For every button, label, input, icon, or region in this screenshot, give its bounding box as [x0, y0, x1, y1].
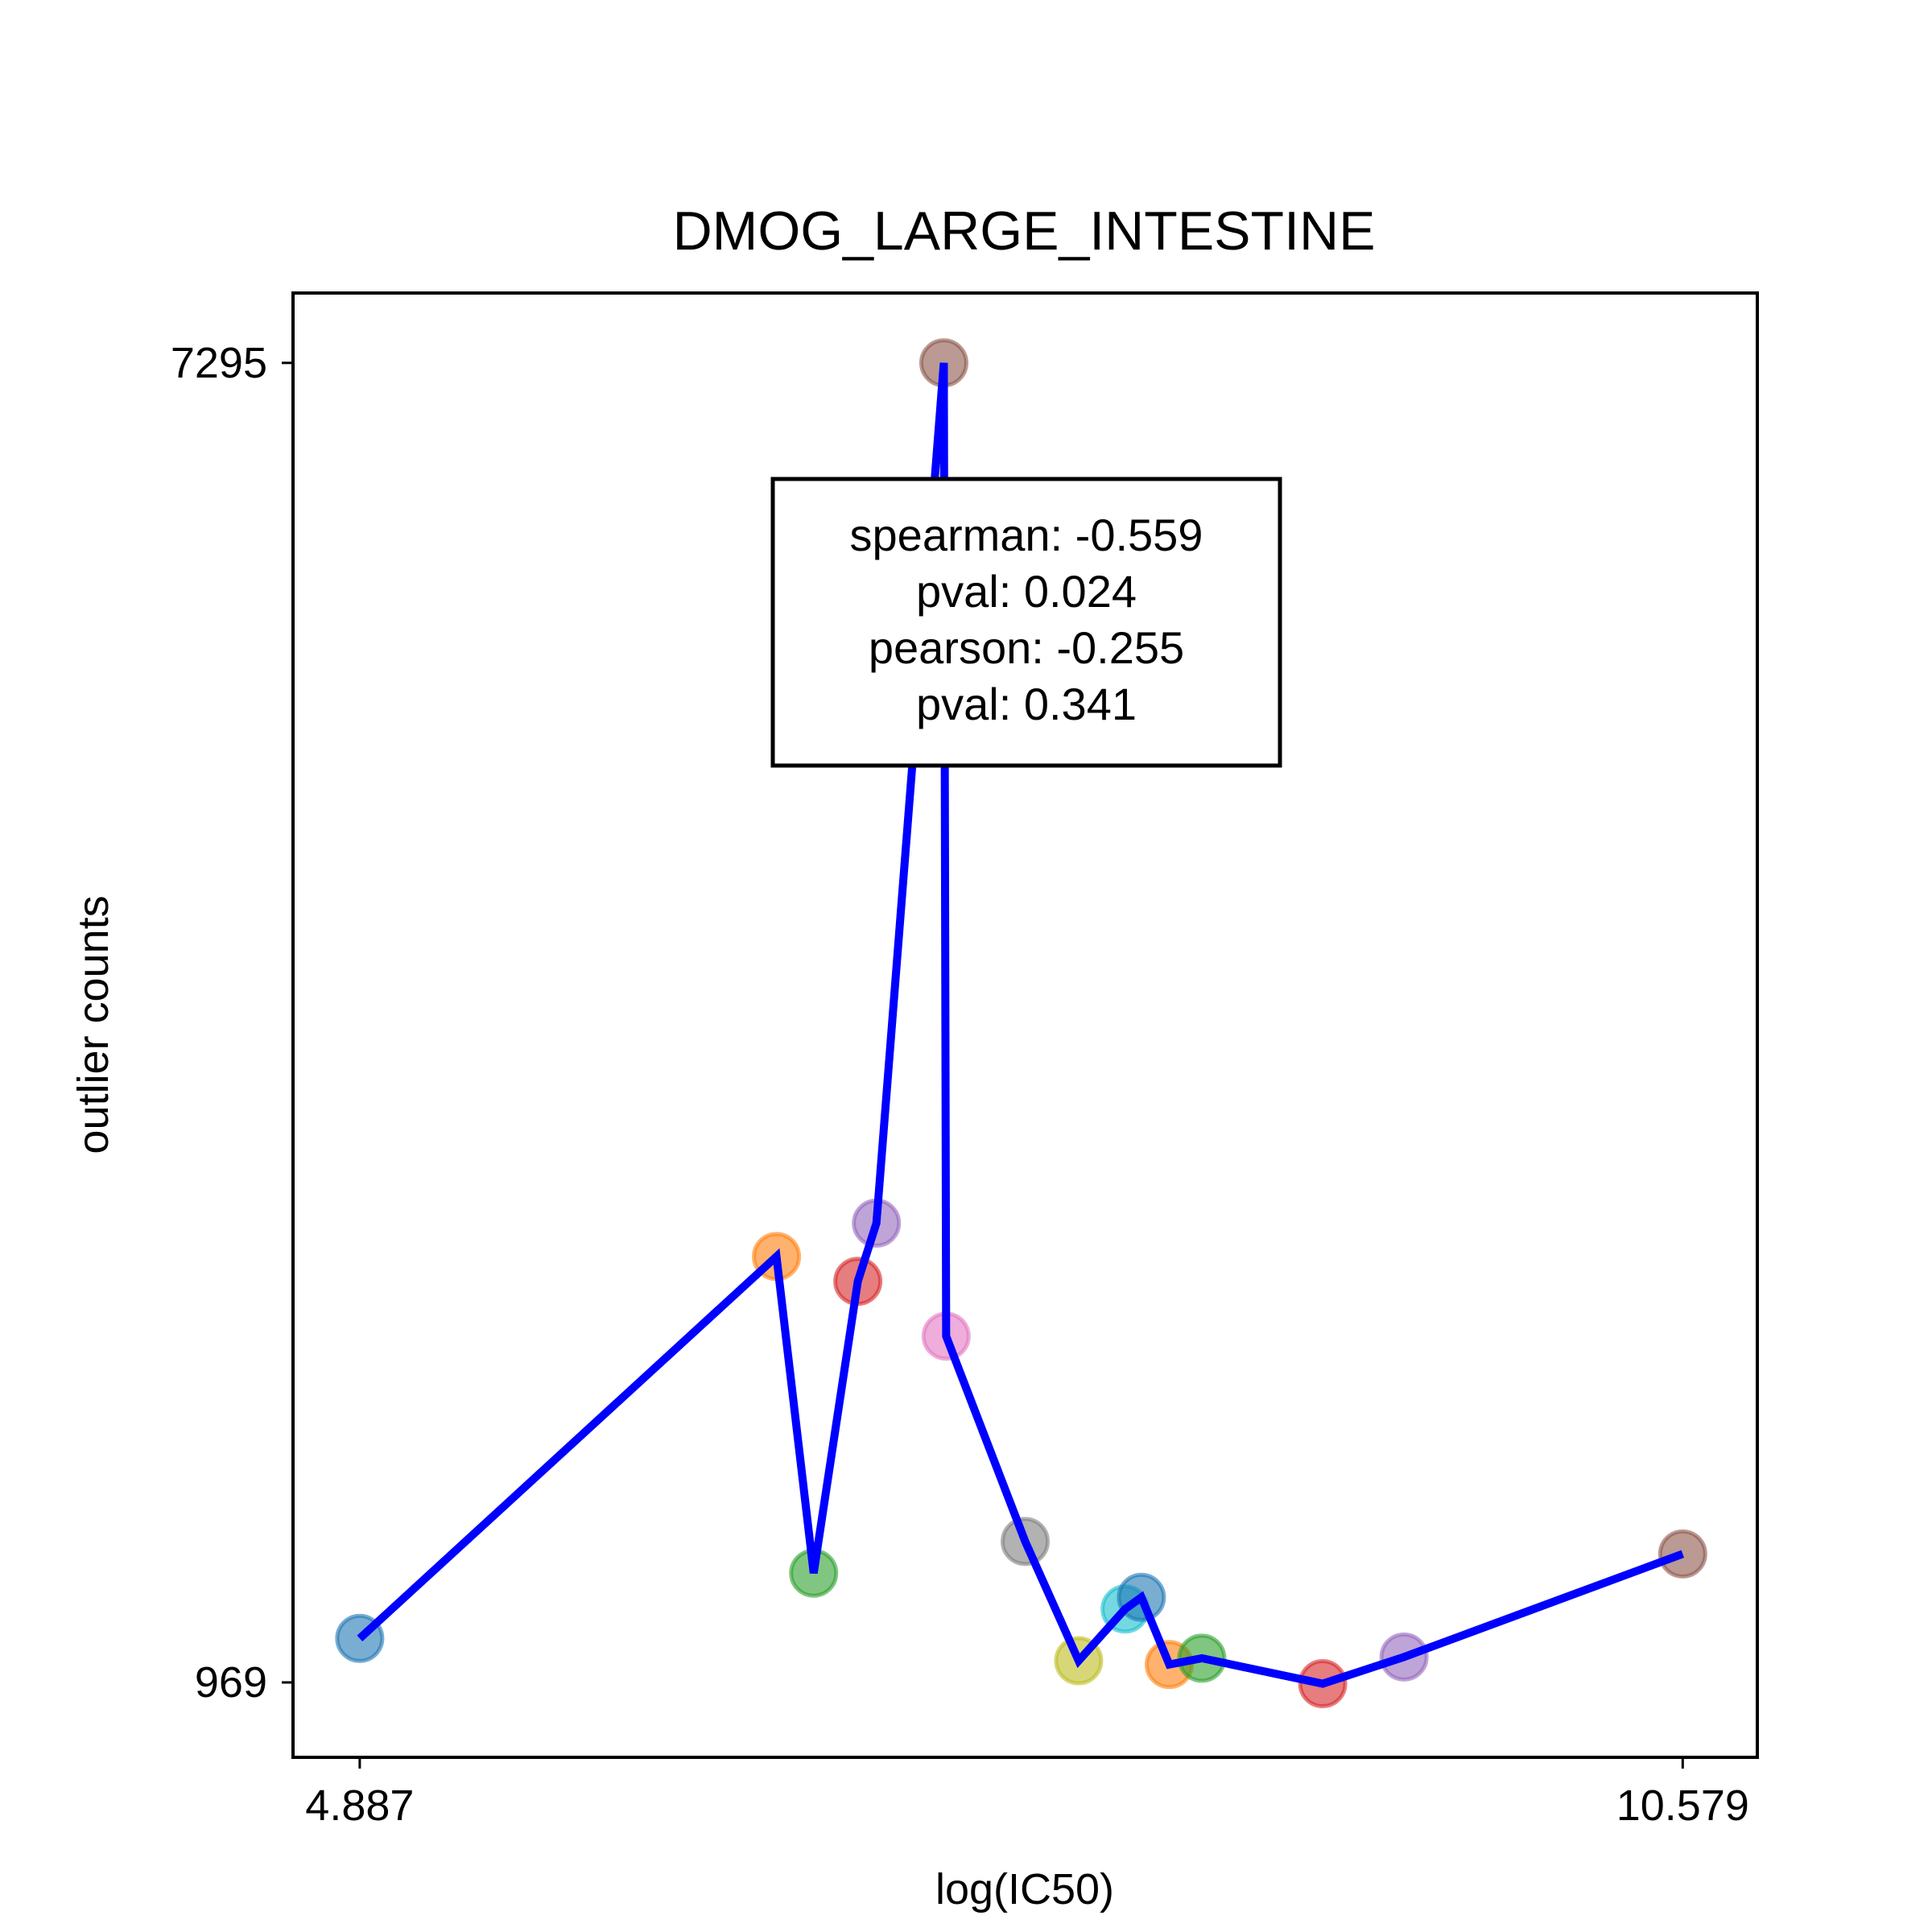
x-tick-label-1: 10.579	[1616, 1781, 1749, 1830]
x-tick-label-0: 4.887	[305, 1781, 414, 1830]
stats-box	[770, 477, 1282, 768]
series-line	[357, 362, 1685, 1688]
stats-line-pearson-pval: pval: 0.341	[916, 679, 1137, 729]
chart-title: DMOG_LARGE_INTESTINE	[673, 200, 1376, 262]
stats-line-spearman: spearman: -0.559	[850, 510, 1203, 560]
y-tick-label-0: 7295	[171, 339, 267, 387]
data-marks	[335, 338, 1707, 1709]
x-axis-label: log(IC50)	[935, 1865, 1114, 1913]
y-axis-label: outlier counts	[69, 895, 118, 1154]
stats-annotation: spearman: -0.559 pval: 0.024 pearson: -0…	[770, 477, 1282, 768]
stats-line-spearman-pval: pval: 0.024	[916, 566, 1137, 617]
plot-area-frame	[291, 291, 1759, 1759]
y-tick-label-1: 969	[195, 1658, 267, 1707]
stats-line-pearson: pearson: -0.255	[869, 622, 1184, 673]
